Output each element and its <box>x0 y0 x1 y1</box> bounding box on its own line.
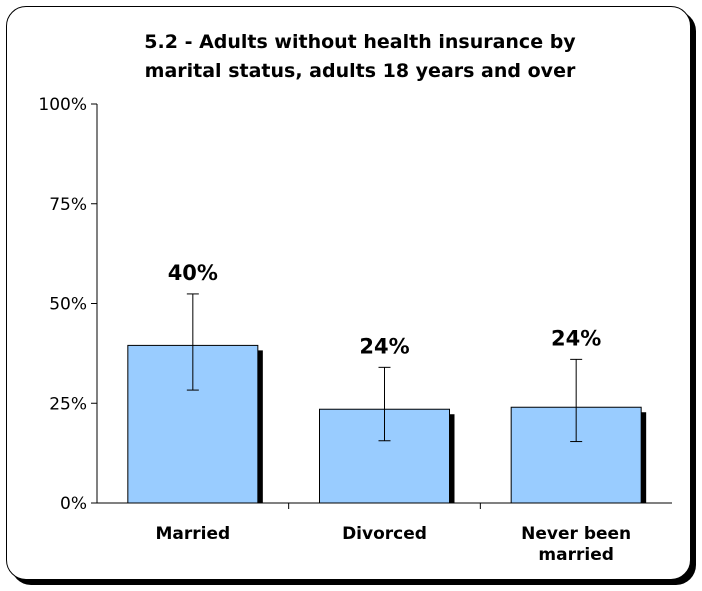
y-tick-label: 50% <box>49 295 87 315</box>
chart-title: 5.2 - Adults without health insurance by… <box>60 28 660 86</box>
chart-title-line-2: marital status, adults 18 years and over <box>144 60 576 82</box>
x-tick-label: married <box>538 545 613 565</box>
x-tick-label: Never been <box>521 524 631 544</box>
chart-title-line-1: 5.2 - Adults without health insurance by <box>144 31 576 53</box>
data-label: 40% <box>168 261 218 285</box>
y-tick-label: 0% <box>60 494 87 514</box>
labels: 40% Married 24% Divorced 24% Never beenmarrie… <box>155 261 631 565</box>
bars <box>127 293 647 504</box>
data-label: 24% <box>359 334 409 358</box>
y-tick-label: 100% <box>38 95 87 115</box>
data-label: 24% <box>551 326 601 350</box>
x-tick-label: Married <box>155 524 230 544</box>
y-tick-label: 25% <box>49 394 87 414</box>
x-tick-label: Divorced <box>342 524 427 544</box>
y-tick-label: 75% <box>49 195 87 215</box>
